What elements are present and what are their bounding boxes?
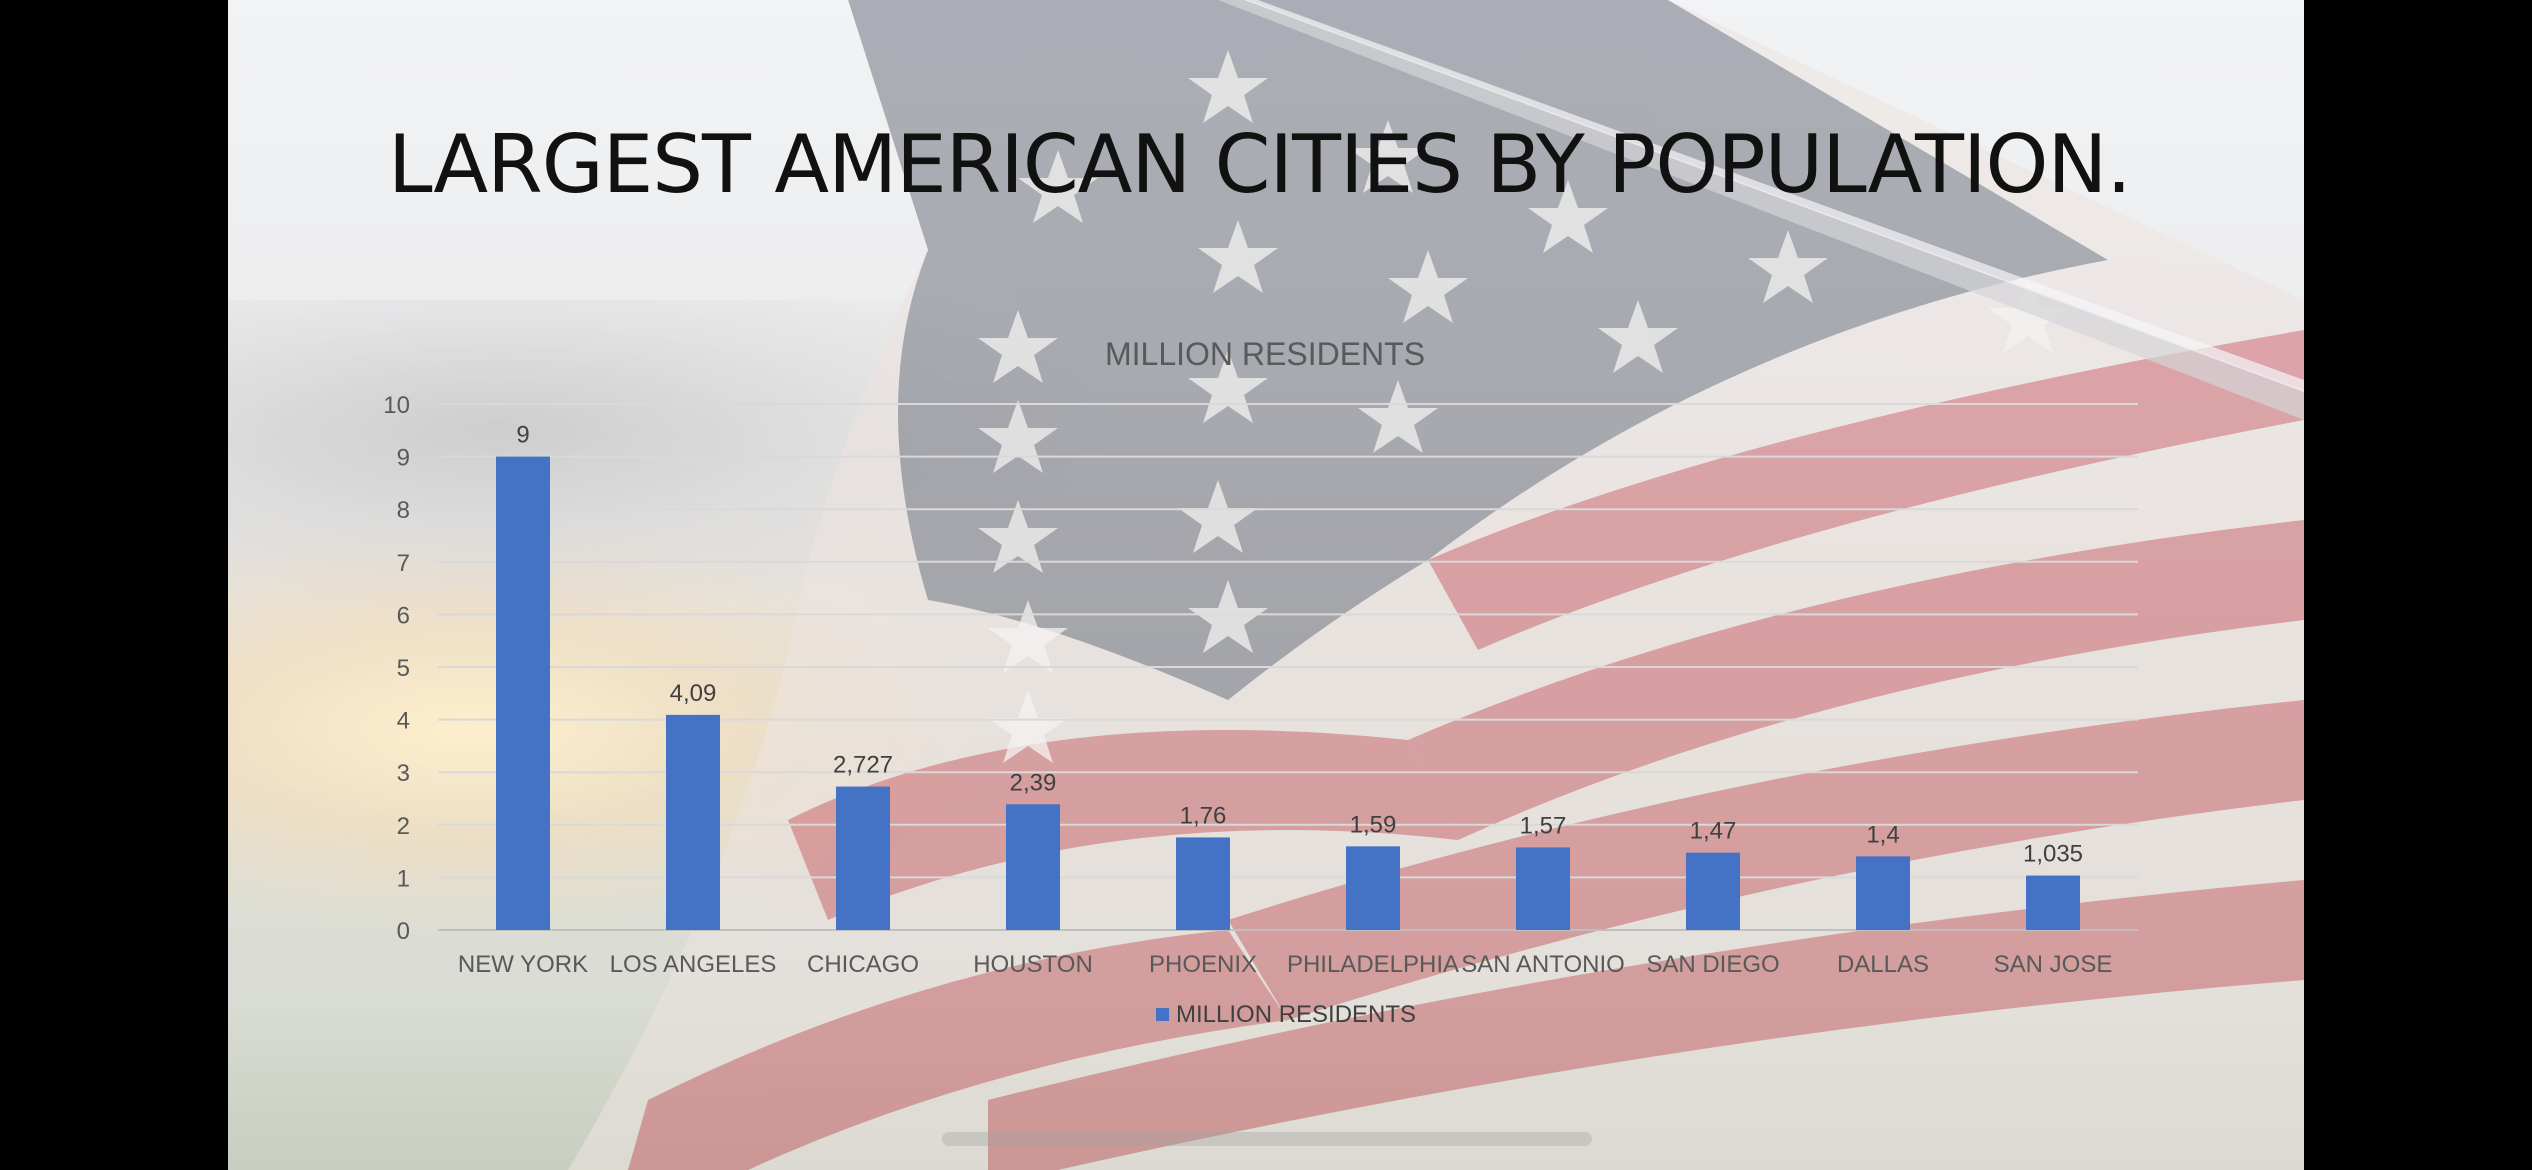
data-label: 1,47 <box>1690 818 1737 845</box>
x-tick-label: HOUSTON <box>973 951 1093 978</box>
legend-label: MILLION RESIDENTS <box>1176 1001 1416 1028</box>
y-tick-label: 10 <box>383 392 410 419</box>
data-label: 2,727 <box>833 752 893 779</box>
y-tick-label: 9 <box>397 445 410 472</box>
data-label: 1,035 <box>2023 841 2083 868</box>
flag-background-image <box>228 0 2304 1170</box>
bar <box>1006 804 1060 930</box>
y-tick-label: 0 <box>397 918 410 945</box>
data-labels: 9 4,09 2,727 2,39 1,76 1,59 1,57 1,47 1,4 1,035 <box>516 422 2083 868</box>
bar <box>1516 847 1570 930</box>
chart-title: MILLION RESIDENTS <box>1105 336 1425 372</box>
x-axis-tick-labels: NEW YORK LOS ANGELES CHICAGO HOUSTON PHOENIX… <box>458 951 2112 978</box>
data-label: 1,4 <box>1866 821 1899 848</box>
slide-title: LARGEST AMERICAN CITIES BY POPULATION. <box>388 118 2132 211</box>
bar <box>2026 875 2080 930</box>
gridlines <box>438 403 2138 931</box>
legend-swatch <box>1156 1008 1169 1021</box>
data-label: 1,57 <box>1520 812 1567 839</box>
x-tick-label: PHOENIX <box>1149 951 1257 978</box>
y-axis-tick-labels: 0 1 2 3 4 5 6 7 8 9 10 <box>383 392 410 945</box>
x-tick-label: CHICAGO <box>807 951 919 978</box>
bar <box>1686 852 1740 930</box>
y-tick-label: 6 <box>397 602 410 629</box>
bars <box>496 456 2080 930</box>
legend: MILLION RESIDENTS <box>1156 1001 1416 1028</box>
bar <box>1176 837 1230 930</box>
y-tick-label: 3 <box>397 760 410 787</box>
x-tick-label: LOS ANGELES <box>610 951 777 978</box>
data-label: 1,59 <box>1350 811 1397 838</box>
x-tick-label: SAN ANTONIO <box>1461 951 1625 978</box>
bar <box>1346 846 1400 930</box>
x-tick-label: SAN JOSE <box>1994 951 2113 978</box>
x-tick-label: PHILADELPHIA <box>1287 951 1459 978</box>
x-tick-label: NEW YORK <box>458 951 588 978</box>
data-label: 9 <box>516 422 529 449</box>
data-label: 4,09 <box>670 680 717 707</box>
data-label: 2,39 <box>1010 769 1057 796</box>
data-label: 1,76 <box>1180 802 1227 829</box>
x-tick-label: DALLAS <box>1837 951 1929 978</box>
y-tick-label: 5 <box>397 655 410 682</box>
bar <box>836 786 890 930</box>
slide: LARGEST AMERICAN CITIES BY POPULATION. M… <box>228 0 2304 1170</box>
bar <box>496 456 550 930</box>
scroll-indicator[interactable] <box>942 1132 1592 1146</box>
x-tick-label: SAN DIEGO <box>1646 951 1779 978</box>
y-tick-label: 8 <box>397 497 410 524</box>
y-tick-label: 7 <box>397 550 410 577</box>
bar-chart: MILLION RESIDENTS 0 1 2 3 4 5 6 7 8 9 10 9 4,09 2,72… <box>383 336 2138 1028</box>
bar <box>666 714 720 930</box>
bar <box>1856 856 1910 930</box>
y-tick-label: 1 <box>397 865 410 892</box>
y-tick-label: 2 <box>397 813 410 840</box>
y-tick-label: 4 <box>397 708 410 735</box>
